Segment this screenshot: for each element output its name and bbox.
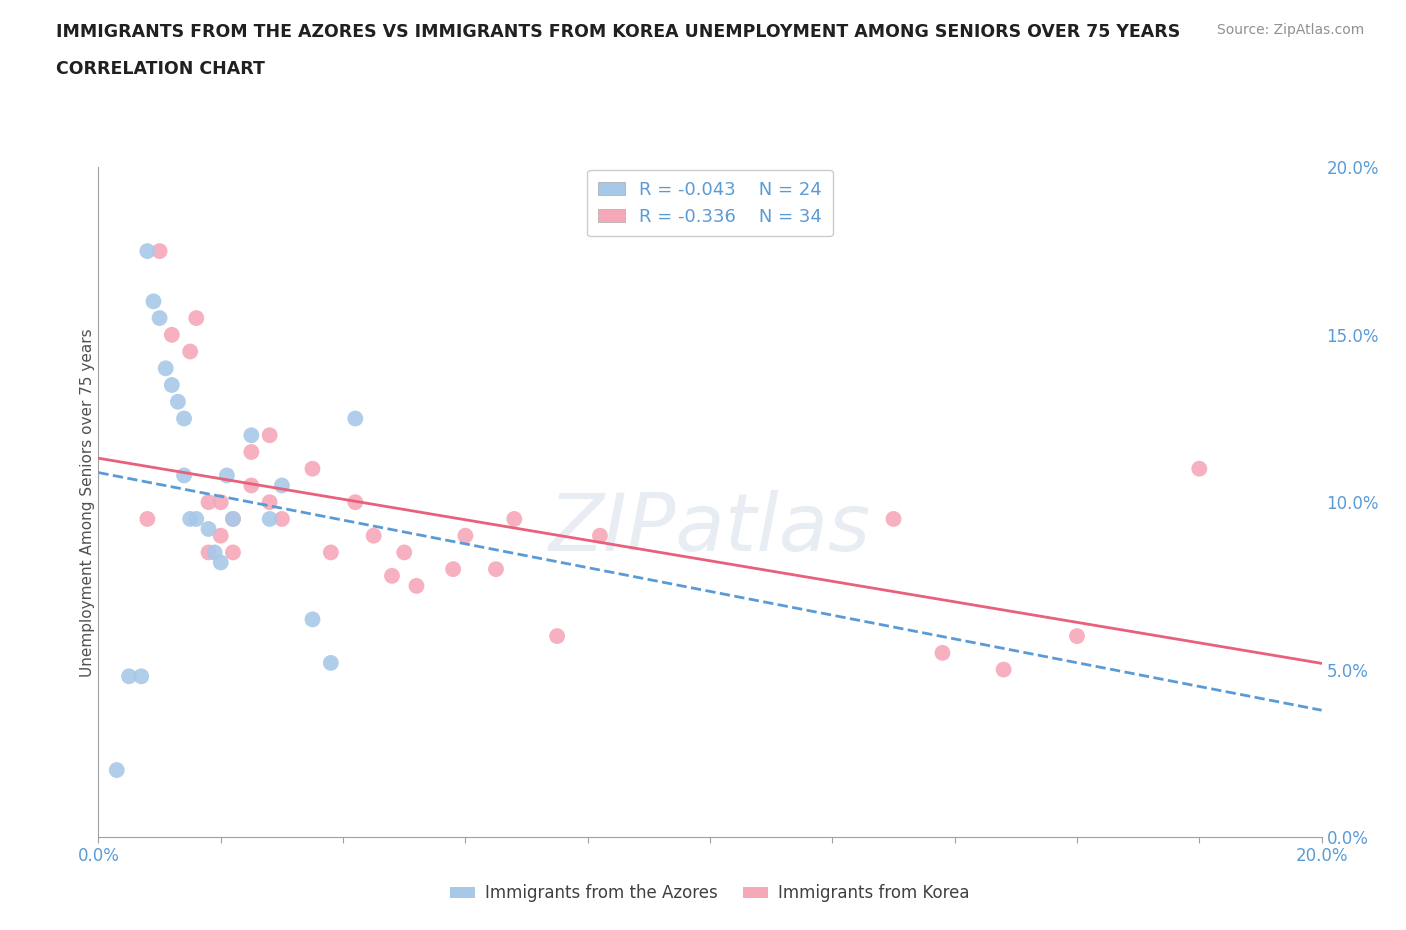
Point: [344, 495, 367, 510]
Point: [441, 562, 464, 577]
Point: [301, 612, 323, 627]
Point: [136, 512, 159, 526]
Point: [589, 528, 612, 543]
Y-axis label: Unemployment Among Seniors over 75 years: Unemployment Among Seniors over 75 years: [80, 328, 94, 676]
Point: [179, 344, 201, 359]
Point: [883, 512, 905, 526]
Point: [363, 528, 385, 543]
Point: [173, 411, 195, 426]
Point: [186, 512, 208, 526]
Point: [1066, 629, 1088, 644]
Point: [381, 568, 404, 583]
Point: [222, 545, 245, 560]
Point: [105, 763, 128, 777]
Point: [222, 512, 245, 526]
Point: [204, 545, 226, 560]
Point: [173, 468, 195, 483]
Point: [485, 562, 508, 577]
Point: [344, 411, 367, 426]
Point: [240, 428, 263, 443]
Point: [931, 645, 953, 660]
Point: [167, 394, 190, 409]
Point: [259, 428, 281, 443]
Point: [197, 522, 219, 537]
Point: [136, 244, 159, 259]
Point: [197, 545, 219, 560]
Point: [319, 656, 342, 671]
Point: [209, 555, 232, 570]
Point: [392, 545, 416, 560]
Point: [454, 528, 477, 543]
Point: [179, 512, 201, 526]
Point: [259, 512, 281, 526]
Text: IMMIGRANTS FROM THE AZORES VS IMMIGRANTS FROM KOREA UNEMPLOYMENT AMONG SENIORS O: IMMIGRANTS FROM THE AZORES VS IMMIGRANTS…: [56, 23, 1181, 41]
Point: [993, 662, 1015, 677]
Point: [222, 512, 245, 526]
Point: [240, 445, 263, 459]
Point: [149, 311, 172, 325]
Point: [546, 629, 568, 644]
Point: [160, 327, 183, 342]
Point: [319, 545, 342, 560]
Point: [155, 361, 177, 376]
Point: [142, 294, 165, 309]
Point: [209, 528, 232, 543]
Point: [1188, 461, 1211, 476]
Point: [270, 512, 292, 526]
Point: [118, 669, 141, 684]
Point: [405, 578, 427, 593]
Point: [270, 478, 292, 493]
Text: CORRELATION CHART: CORRELATION CHART: [56, 60, 266, 78]
Point: [215, 468, 238, 483]
Point: [503, 512, 526, 526]
Point: [259, 495, 281, 510]
Point: [197, 495, 219, 510]
Text: Source: ZipAtlas.com: Source: ZipAtlas.com: [1216, 23, 1364, 37]
Point: [129, 669, 152, 684]
Text: ZIPatlas: ZIPatlas: [548, 490, 872, 568]
Point: [301, 461, 323, 476]
Legend: Immigrants from the Azores, Immigrants from Korea: Immigrants from the Azores, Immigrants f…: [444, 878, 976, 909]
Point: [209, 495, 232, 510]
Point: [186, 311, 208, 325]
Point: [240, 478, 263, 493]
Point: [149, 244, 172, 259]
Point: [160, 378, 183, 392]
